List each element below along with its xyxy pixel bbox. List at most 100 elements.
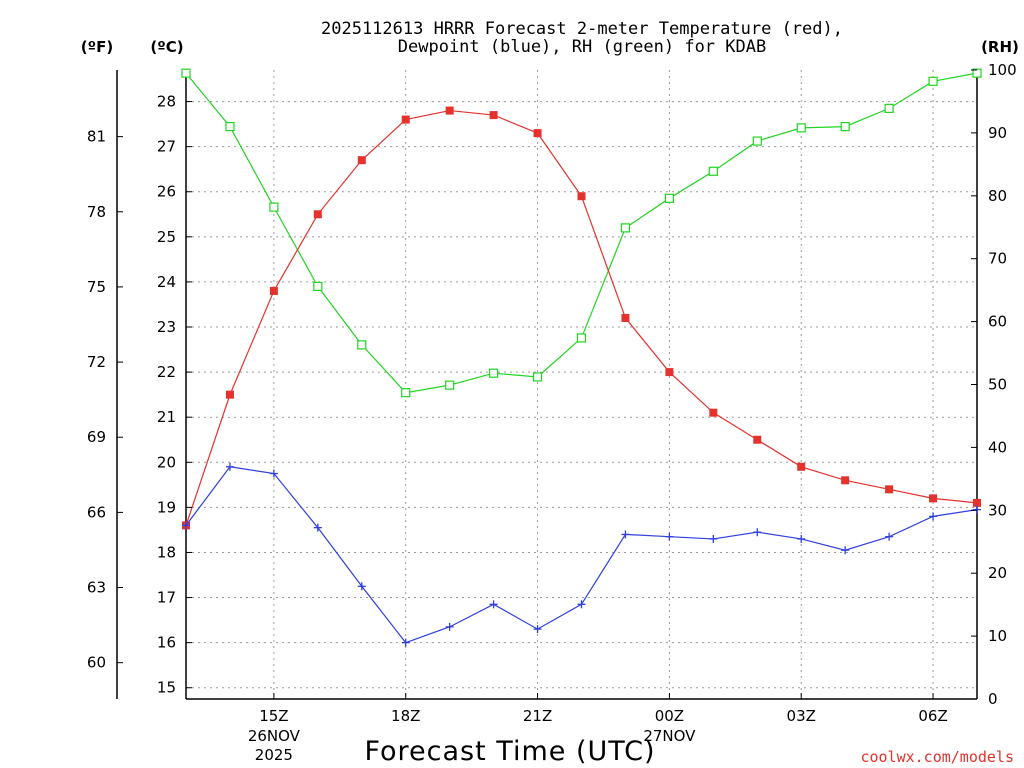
temperature-point: [269, 286, 278, 295]
temperature-point: [621, 313, 630, 322]
rh-point: [576, 333, 587, 343]
rh-point: [313, 281, 323, 291]
fahrenheit-tick-label: 78: [87, 203, 106, 221]
dewpoint-point: [401, 638, 410, 647]
temperature-point: [401, 115, 410, 124]
rh-tick-label: 0: [988, 690, 998, 708]
celsius-tick-label: 24: [157, 273, 176, 291]
rh-point: [884, 103, 894, 113]
rh-point: [401, 388, 411, 398]
temperature-point: [225, 390, 234, 399]
temperature-line: [185, 109, 978, 526]
rh-point: [620, 223, 631, 233]
rh-tick-label: 20: [988, 564, 1007, 582]
rh-point: [752, 136, 762, 146]
dewpoint-point: [841, 546, 850, 555]
rh-unit-label: (RH): [981, 38, 1019, 56]
credit-link[interactable]: coolwx.com/models: [860, 748, 1014, 766]
fahrenheit-tick-label: 60: [87, 654, 106, 672]
fahrenheit-unit-label: (ºF): [81, 38, 113, 56]
title-line-1: 2025112613 HRRR Forecast 2-meter Tempera…: [321, 19, 843, 39]
rh-point: [972, 68, 982, 78]
series-temperature: [182, 106, 981, 530]
celsius-tick-label: 22: [157, 363, 176, 381]
celsius-tick-label: 19: [157, 498, 176, 516]
celsius-tick-label: 17: [157, 589, 176, 607]
dewpoint-point: [797, 534, 806, 543]
time-tick-label: 06Z: [918, 707, 947, 725]
series-rh: [181, 68, 982, 398]
temperature-point: [841, 476, 850, 485]
temperature-point: [357, 156, 366, 165]
celsius-tick-label: 27: [157, 138, 176, 156]
rh-tick-label: 30: [988, 501, 1007, 519]
dewpoint-line: [185, 466, 978, 644]
dewpoint-point: [269, 469, 278, 478]
axis-unit-labels: (ºF) (ºC) (RH): [81, 38, 1019, 56]
rh-point: [796, 123, 806, 133]
rh-point: [181, 68, 191, 78]
celsius-tick-label: 15: [157, 679, 176, 697]
temperature-point: [797, 462, 806, 471]
temperature-point: [973, 498, 981, 507]
celsius-tick-label: 18: [157, 543, 176, 561]
rh-tick-label: 40: [988, 438, 1007, 456]
rh-tick-label: 50: [988, 376, 1007, 394]
celsius-tick-label: 20: [157, 453, 176, 471]
dewpoint-point: [577, 600, 586, 609]
rh-point: [225, 122, 235, 132]
rh-tick-label: 60: [988, 313, 1007, 331]
dewpoint-point: [885, 532, 894, 541]
rh-point: [928, 76, 938, 86]
dewpoint-point: [445, 622, 454, 631]
rh-tick-label: 70: [988, 250, 1007, 268]
time-tick-label: 03Z: [787, 707, 816, 725]
dewpoint-point: [709, 534, 718, 543]
fahrenheit-tick-label: 81: [87, 128, 106, 146]
dewpoint-point: [665, 532, 674, 541]
rh-tick-label: 80: [988, 187, 1007, 205]
rh-point: [357, 340, 367, 350]
time-tick-label: 21Z: [523, 707, 552, 725]
fahrenheit-tick-label: 69: [87, 428, 106, 446]
fahrenheit-tick-label: 72: [87, 353, 106, 371]
rh-point: [708, 166, 718, 176]
rh-tick-label: 90: [988, 124, 1007, 142]
rh-tick-label: 100: [988, 61, 1017, 79]
rh-point: [840, 122, 850, 132]
date-tick-label: 26NOV: [248, 727, 301, 745]
rh-point: [445, 380, 455, 390]
celsius-unit-label: (ºC): [150, 38, 183, 56]
dewpoint-point: [489, 600, 498, 609]
rh-point: [489, 368, 499, 378]
dewpoint-point: [621, 530, 630, 539]
time-tick-label: 00Z: [655, 707, 684, 725]
series-dewpoint: [182, 462, 981, 647]
dewpoint-point: [753, 528, 762, 537]
title-line-2: Dewpoint (blue), RH (green) for KDAB: [398, 37, 766, 57]
rh-point: [269, 202, 279, 212]
dewpoint-point: [182, 521, 190, 530]
dewpoint-point: [225, 462, 234, 471]
temperature-point: [885, 485, 894, 494]
fahrenheit-tick-label: 63: [87, 579, 106, 597]
temperature-point: [709, 408, 718, 417]
temperature-point: [753, 435, 762, 444]
temperature-point: [929, 494, 938, 503]
chart-title: 2025112613 HRRR Forecast 2-meter Tempera…: [321, 19, 843, 57]
fahrenheit-tick-label: 75: [87, 278, 106, 296]
dewpoint-point: [313, 523, 322, 532]
tick-labels: 15 16 17 18 19 20 21 22 23 24 25 26 27 28 60 63 66 69 72 75…: [87, 61, 1017, 764]
date-tick-label: 2025: [255, 746, 293, 764]
temperature-point: [577, 192, 586, 201]
celsius-tick-label: 26: [157, 183, 176, 201]
rh-point: [532, 372, 543, 382]
temperature-point: [533, 129, 542, 138]
time-tick-label: 15Z: [259, 707, 288, 725]
rh-line: [185, 72, 978, 394]
dewpoint-point: [929, 512, 938, 521]
date-tick-label: 27NOV: [643, 727, 696, 745]
x-axis-title: Forecast Time (UTC): [364, 736, 655, 767]
axes: [116, 70, 978, 700]
